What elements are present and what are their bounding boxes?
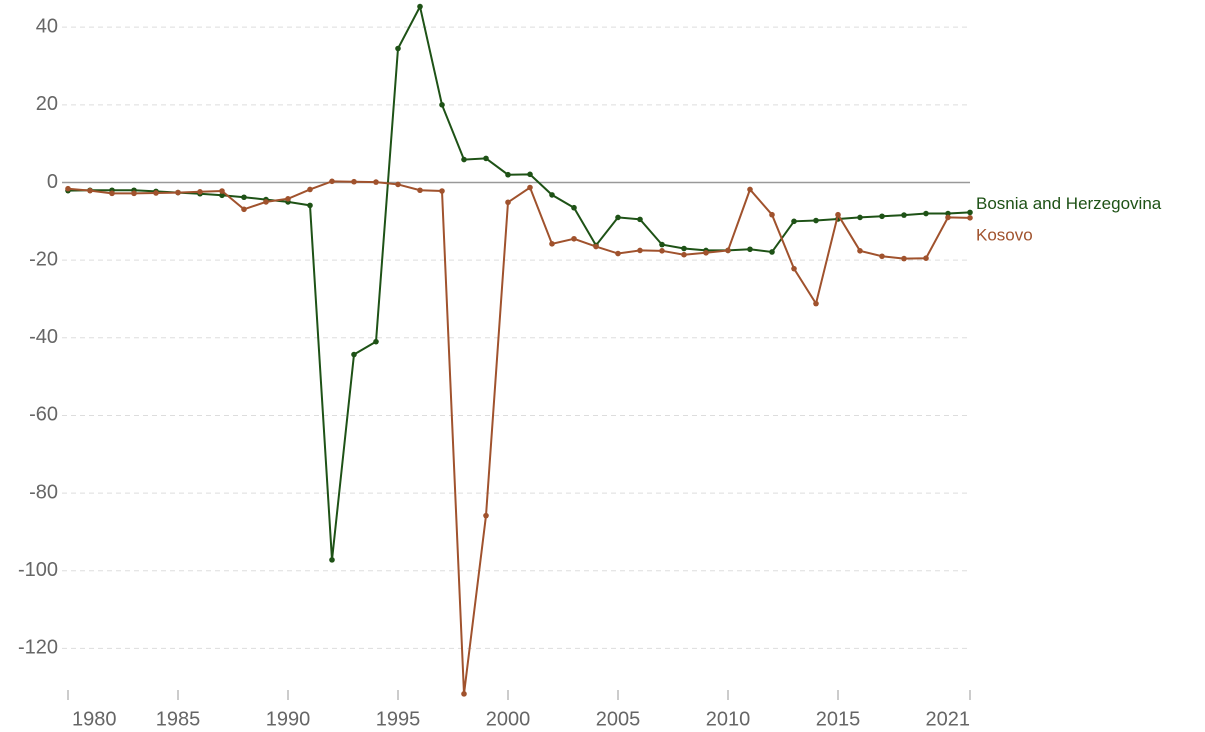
data-point — [197, 189, 203, 195]
data-point — [417, 3, 423, 10]
data-point — [549, 192, 555, 198]
data-point — [285, 195, 291, 202]
y-tick-label: -120 — [18, 637, 58, 659]
x-tick-label: 2015 — [816, 708, 861, 730]
data-point — [659, 248, 665, 254]
data-point — [131, 190, 137, 197]
data-point — [945, 210, 951, 217]
data-point — [373, 338, 379, 345]
data-point — [351, 351, 357, 358]
data-point — [461, 156, 467, 163]
data-point — [483, 155, 489, 162]
data-point — [263, 199, 269, 205]
data-point — [857, 248, 863, 254]
data-point — [373, 179, 379, 185]
data-point — [813, 217, 819, 224]
data-point — [241, 194, 247, 201]
data-point — [835, 211, 841, 218]
data-point — [791, 265, 797, 272]
data-point — [87, 187, 93, 194]
data-point — [681, 251, 687, 258]
legend-label: Bosnia and Herzegovina — [976, 194, 1162, 213]
y-tick-label: 0 — [47, 171, 58, 193]
data-point — [615, 214, 621, 221]
data-point — [945, 214, 951, 221]
data-point — [153, 190, 159, 196]
data-point — [703, 249, 709, 256]
legend-label: Kosovo — [976, 225, 1033, 244]
data-point — [483, 512, 489, 519]
data-point — [681, 245, 687, 252]
data-point — [967, 209, 973, 216]
data-point — [813, 300, 819, 307]
data-point — [593, 243, 599, 250]
data-point — [241, 206, 247, 213]
data-point — [417, 187, 423, 194]
data-point — [967, 215, 973, 221]
y-tick-label: -80 — [29, 481, 58, 503]
data-point — [175, 189, 181, 196]
x-tick-label: 1980 — [72, 708, 117, 730]
y-tick-label: -40 — [29, 326, 58, 348]
x-tick-label: 2000 — [486, 708, 531, 730]
data-point — [219, 192, 225, 199]
x-tick-label: 2021 — [926, 708, 971, 730]
data-point — [571, 235, 577, 242]
data-point — [901, 255, 907, 262]
x-tick-label: 2010 — [706, 708, 751, 730]
data-point — [439, 188, 445, 194]
y-tick-label: -20 — [29, 248, 58, 270]
data-point — [395, 45, 401, 52]
x-tick-label: 2005 — [596, 708, 641, 730]
series-line — [67, 3, 971, 560]
data-point — [769, 211, 775, 218]
data-point — [791, 218, 797, 225]
x-tick-label: 1985 — [156, 708, 201, 730]
series-line — [67, 180, 971, 694]
data-point — [879, 253, 885, 260]
data-point — [307, 202, 313, 209]
data-point — [659, 241, 665, 248]
y-tick-label: 40 — [36, 15, 58, 37]
x-tick-label: 1995 — [376, 708, 421, 730]
data-point — [505, 171, 511, 178]
data-point — [769, 249, 775, 255]
data-point — [505, 199, 511, 206]
data-point — [857, 214, 863, 221]
data-point — [527, 184, 533, 191]
data-point — [219, 188, 225, 194]
data-point — [725, 247, 731, 254]
data-point — [637, 216, 643, 223]
y-tick-label: -60 — [29, 404, 58, 426]
data-point — [307, 186, 313, 193]
data-point — [571, 204, 577, 211]
data-point — [747, 246, 753, 253]
data-point — [527, 171, 533, 178]
x-tick-label: 1990 — [266, 708, 311, 730]
data-point — [329, 557, 335, 563]
data-point — [747, 186, 753, 193]
data-point — [329, 178, 335, 185]
y-tick-label: 20 — [36, 93, 58, 115]
data-point — [109, 190, 115, 197]
data-point — [65, 185, 71, 192]
data-point — [923, 255, 929, 261]
data-point — [615, 250, 621, 257]
data-point — [439, 102, 445, 108]
data-point — [637, 247, 643, 254]
data-point — [879, 213, 885, 220]
data-point — [549, 241, 555, 247]
data-point — [395, 181, 401, 188]
data-point — [901, 212, 907, 218]
data-point — [351, 178, 357, 185]
data-point — [461, 691, 467, 697]
y-tick-label: -100 — [18, 559, 58, 581]
data-point — [923, 210, 929, 217]
